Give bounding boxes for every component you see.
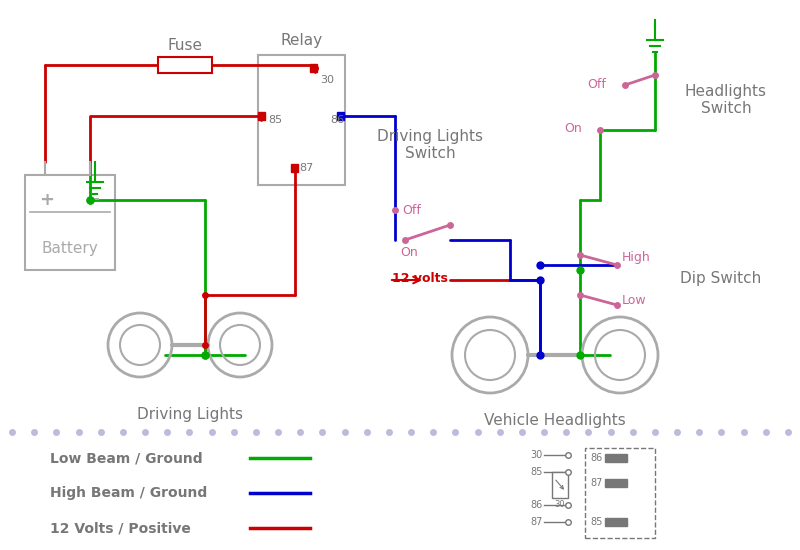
- Bar: [337, 112, 344, 120]
- Bar: [258, 55, 345, 185]
- Text: 87: 87: [590, 478, 602, 488]
- Text: High: High: [622, 250, 650, 263]
- Text: 30: 30: [554, 500, 566, 509]
- Text: Low: Low: [622, 294, 646, 306]
- Text: Low Beam / Ground: Low Beam / Ground: [50, 451, 202, 465]
- Text: Driving Lights
Switch: Driving Lights Switch: [377, 129, 483, 161]
- Text: +: +: [39, 191, 54, 209]
- Text: 12 volts: 12 volts: [392, 272, 448, 284]
- Text: Off: Off: [587, 79, 606, 91]
- Bar: [291, 164, 298, 172]
- Text: Off: Off: [402, 204, 421, 217]
- Bar: [605, 518, 627, 526]
- Bar: [605, 454, 627, 462]
- Bar: [25, 175, 115, 270]
- Bar: [552, 472, 568, 498]
- Text: Vehicle Headlights: Vehicle Headlights: [484, 412, 626, 427]
- Bar: [585, 448, 655, 538]
- Text: 85: 85: [268, 115, 282, 125]
- Text: Relay: Relay: [281, 32, 322, 47]
- Text: 85: 85: [590, 517, 602, 527]
- Text: Battery: Battery: [42, 240, 98, 256]
- Text: 30: 30: [530, 450, 542, 460]
- Text: Driving Lights: Driving Lights: [137, 408, 243, 422]
- Text: High Beam / Ground: High Beam / Ground: [50, 486, 207, 500]
- Text: 30: 30: [320, 75, 334, 85]
- Text: Headlights
Switch: Headlights Switch: [685, 84, 767, 116]
- Text: −: −: [86, 191, 101, 209]
- Text: 86: 86: [590, 453, 602, 463]
- Text: On: On: [400, 245, 418, 258]
- Text: Dip Switch: Dip Switch: [680, 271, 762, 285]
- Text: Fuse: Fuse: [167, 37, 202, 52]
- Bar: [258, 112, 265, 120]
- Text: 87: 87: [530, 517, 542, 527]
- Text: 86: 86: [330, 115, 344, 125]
- Bar: [605, 479, 627, 487]
- Text: 86: 86: [530, 500, 542, 510]
- Text: 87: 87: [299, 163, 314, 173]
- Text: On: On: [564, 122, 582, 135]
- Text: 85: 85: [530, 467, 542, 477]
- Bar: [310, 64, 317, 72]
- Bar: [158, 57, 212, 73]
- Text: 12 Volts / Positive: 12 Volts / Positive: [50, 521, 191, 535]
